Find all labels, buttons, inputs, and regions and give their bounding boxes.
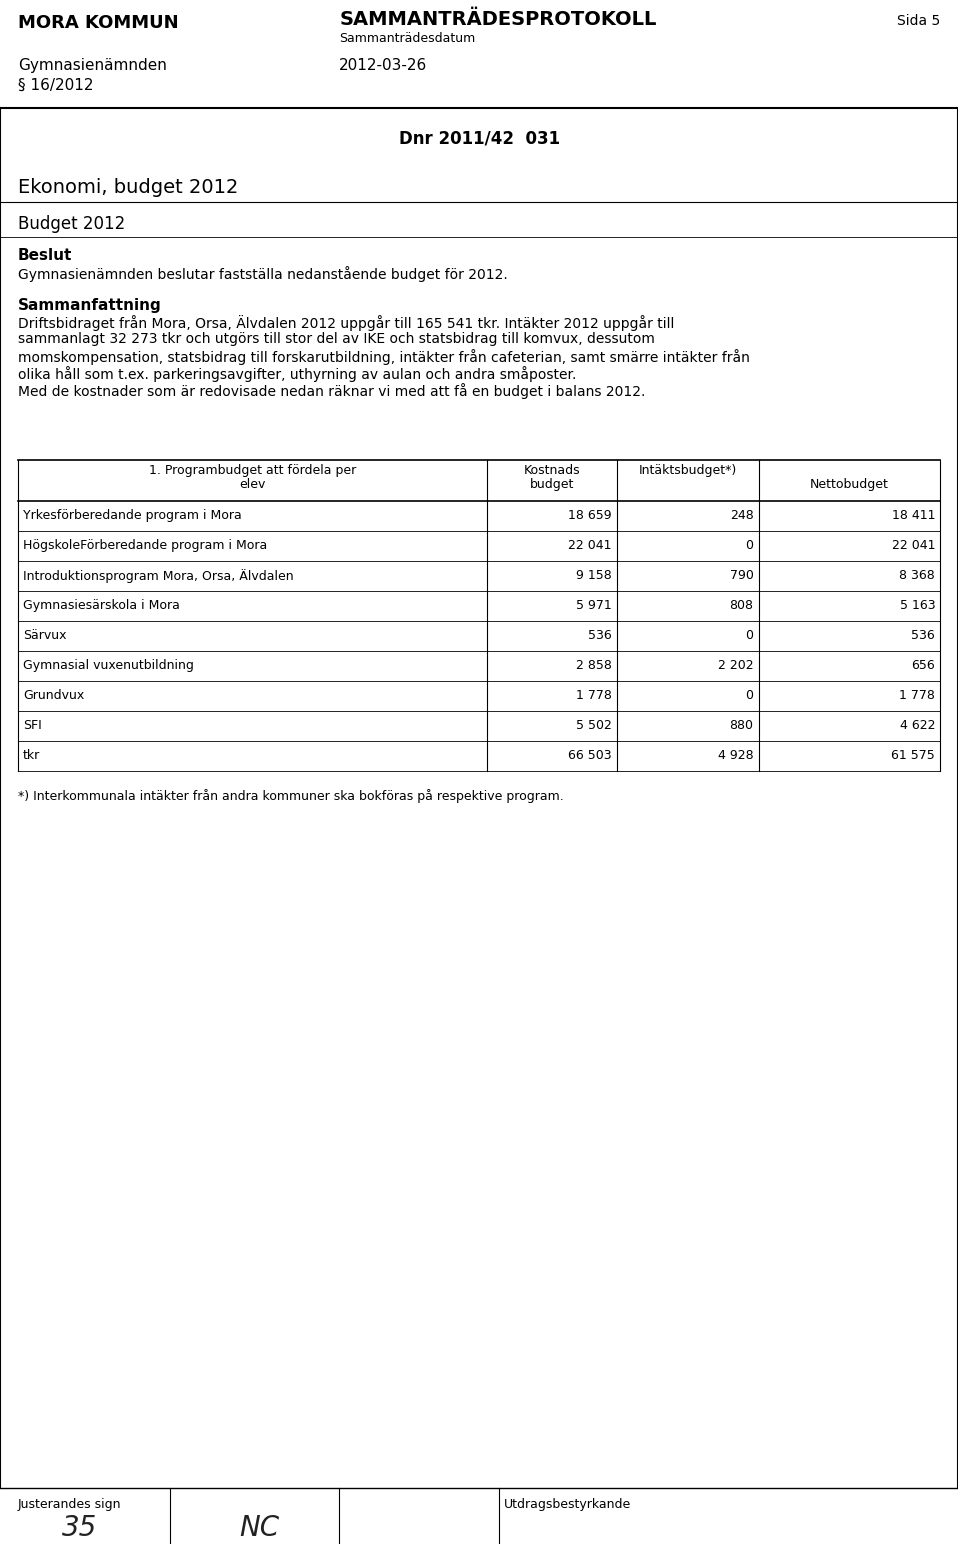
Text: 4 622: 4 622 bbox=[900, 719, 935, 733]
Text: Ekonomi, budget 2012: Ekonomi, budget 2012 bbox=[18, 178, 238, 196]
Text: § 16/2012: § 16/2012 bbox=[18, 77, 93, 93]
Text: olika håll som t.ex. parkeringsavgifter, uthyrning av aulan och andra småposter.: olika håll som t.ex. parkeringsavgifter,… bbox=[18, 365, 576, 382]
Text: 2 202: 2 202 bbox=[718, 659, 754, 673]
Text: Budget 2012: Budget 2012 bbox=[18, 215, 125, 233]
Text: 808: 808 bbox=[730, 600, 754, 612]
Text: 8 368: 8 368 bbox=[900, 569, 935, 583]
Text: Sammanträdesdatum: Sammanträdesdatum bbox=[339, 32, 475, 45]
Text: Nettobudget: Nettobudget bbox=[810, 478, 889, 492]
Text: 66 503: 66 503 bbox=[568, 750, 612, 762]
Text: Sammanfattning: Sammanfattning bbox=[18, 298, 161, 312]
Text: 5 971: 5 971 bbox=[576, 600, 612, 612]
Text: Intäktsbudget*): Intäktsbudget*) bbox=[638, 464, 737, 478]
Text: Grundvux: Grundvux bbox=[23, 690, 84, 702]
Text: HögskoleFörberedande program i Mora: HögskoleFörberedande program i Mora bbox=[23, 540, 267, 552]
Text: Beslut: Beslut bbox=[18, 247, 72, 263]
Text: Gymnasienämnden beslutar fastställa nedanstående budget för 2012.: Gymnasienämnden beslutar fastställa neda… bbox=[18, 266, 508, 281]
Text: Driftsbidraget från Mora, Orsa, Älvdalen 2012 uppgår till 165 541 tkr. Intäkter : Driftsbidraget från Mora, Orsa, Älvdalen… bbox=[18, 315, 674, 331]
Text: elev: elev bbox=[239, 478, 266, 492]
Text: budget: budget bbox=[530, 478, 574, 492]
Text: 18 659: 18 659 bbox=[568, 510, 612, 523]
Text: tkr: tkr bbox=[23, 750, 40, 762]
Text: 2012-03-26: 2012-03-26 bbox=[339, 57, 427, 73]
Text: 0: 0 bbox=[746, 690, 754, 702]
Text: 22 041: 22 041 bbox=[568, 540, 612, 552]
Text: SAMMANTRÄDESPROTOKOLL: SAMMANTRÄDESPROTOKOLL bbox=[339, 9, 657, 29]
Text: *) Interkommunala intäkter från andra kommuner ska bokföras på respektive progra: *) Interkommunala intäkter från andra ko… bbox=[18, 788, 564, 802]
Text: sammanlagt 32 273 tkr och utgörs till stor del av IKE och statsbidrag till komvu: sammanlagt 32 273 tkr och utgörs till st… bbox=[18, 332, 655, 346]
Text: 880: 880 bbox=[730, 719, 754, 733]
Text: Yrkesförberedande program i Mora: Yrkesförberedande program i Mora bbox=[23, 510, 242, 523]
Text: 0: 0 bbox=[746, 629, 754, 642]
Text: 22 041: 22 041 bbox=[892, 540, 935, 552]
Text: Särvux: Särvux bbox=[23, 629, 66, 642]
Text: 5 163: 5 163 bbox=[900, 600, 935, 612]
Text: 790: 790 bbox=[730, 569, 754, 583]
Text: 2 858: 2 858 bbox=[576, 659, 612, 673]
Text: momskompensation, statsbidrag till forskarutbildning, intäkter från cafeterian, : momskompensation, statsbidrag till forsk… bbox=[18, 348, 750, 365]
Text: Gymnasial vuxenutbildning: Gymnasial vuxenutbildning bbox=[23, 659, 194, 673]
Text: 656: 656 bbox=[911, 659, 935, 673]
Text: 4 928: 4 928 bbox=[718, 750, 754, 762]
Text: 61 575: 61 575 bbox=[892, 750, 935, 762]
Text: 9 158: 9 158 bbox=[576, 569, 612, 583]
Text: 1 778: 1 778 bbox=[900, 690, 935, 702]
Text: Med de kostnader som är redovisade nedan räknar vi med att få en budget i balans: Med de kostnader som är redovisade nedan… bbox=[18, 382, 645, 399]
Text: 248: 248 bbox=[730, 510, 754, 523]
Text: 0: 0 bbox=[746, 540, 754, 552]
Text: Gymnasiesärskola i Mora: Gymnasiesärskola i Mora bbox=[23, 600, 180, 612]
Text: SFI: SFI bbox=[23, 719, 41, 733]
Text: 35: 35 bbox=[62, 1515, 98, 1543]
Text: Gymnasienämnden: Gymnasienämnden bbox=[18, 57, 167, 73]
Text: 536: 536 bbox=[911, 629, 935, 642]
Text: 1. Programbudget att fördela per: 1. Programbudget att fördela per bbox=[149, 464, 356, 478]
Text: Utdragsbestyrkande: Utdragsbestyrkande bbox=[504, 1498, 632, 1512]
Text: Introduktionsprogram Mora, Orsa, Älvdalen: Introduktionsprogram Mora, Orsa, Älvdale… bbox=[23, 569, 294, 583]
Text: 1 778: 1 778 bbox=[576, 690, 612, 702]
Text: 5 502: 5 502 bbox=[576, 719, 612, 733]
Text: 536: 536 bbox=[588, 629, 612, 642]
Text: NC: NC bbox=[239, 1515, 279, 1543]
Text: Dnr 2011/42  031: Dnr 2011/42 031 bbox=[398, 130, 560, 148]
Text: MORA KOMMUN: MORA KOMMUN bbox=[18, 14, 179, 32]
Text: Kostnads: Kostnads bbox=[523, 464, 580, 478]
Text: Sida 5: Sida 5 bbox=[897, 14, 940, 28]
Text: 18 411: 18 411 bbox=[892, 510, 935, 523]
Text: Justerandes sign: Justerandes sign bbox=[18, 1498, 122, 1512]
